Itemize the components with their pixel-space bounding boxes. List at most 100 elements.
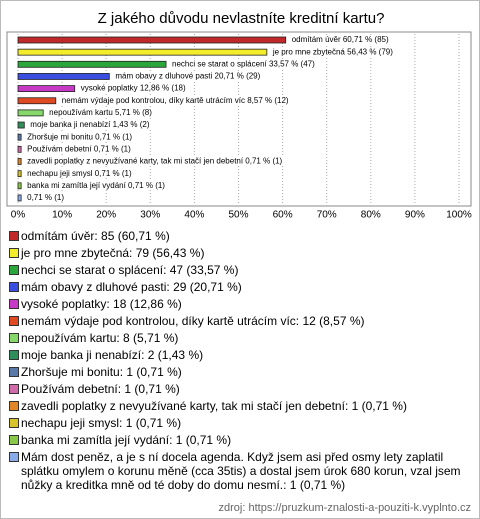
legend-swatch (9, 282, 19, 292)
bar (17, 36, 287, 44)
x-tick-label: 0% (11, 210, 26, 221)
bar (17, 121, 25, 129)
bar-label: Zhoršuje mi bonitu 0,71 % (1) (27, 132, 132, 141)
bar-label: nechci se starat o splácení 33,57 % (47) (172, 59, 315, 68)
label-background (26, 132, 134, 142)
legend-label: je pro mne zbytečná: 79 (56,43 %) (21, 246, 205, 260)
legend-label: vysoké poplatky: 18 (12,86 %) (21, 297, 182, 311)
legend-item: Mám dost peněz, a je s ní docela agenda.… (9, 450, 469, 492)
legend-item: nepoužívám kartu: 8 (5,71 %) (9, 331, 469, 345)
bar (17, 109, 44, 117)
source: zdroj: https://pruzkum-znalosti-a-pouzit… (218, 502, 471, 514)
label-background (60, 95, 290, 105)
legend-item: Používám debetní: 1 (0,71 %) (9, 382, 469, 396)
bar (17, 158, 22, 165)
legend-swatch (9, 367, 19, 377)
label-background (29, 120, 151, 130)
legend-item: vysoké poplatky: 18 (12,86 %) (9, 297, 469, 311)
legend-item: mám obavy z dluhové pasti: 29 (20,71 %) (9, 280, 469, 294)
bar-label: nemám výdaje pod kontrolou, díky kartě u… (62, 96, 289, 105)
bar (17, 194, 22, 202)
legend-label: banka mi zamítla její vydání: 1 (0,71 %) (21, 433, 232, 447)
legend-label: moje banka ji nenabízí: 2 (1,43 %) (21, 348, 204, 362)
bar-label: moje banka ji nenabízí 1,43 % (2) (30, 120, 150, 129)
x-tick-label: 80% (361, 210, 381, 221)
x-tick-label: 20% (96, 210, 116, 221)
legend-item: nechapu jeji smysl: 1 (0,71 %) (9, 416, 469, 430)
legend-swatch (9, 452, 19, 462)
legend-label: zavedli poplatky z nevyužívané karty, ta… (21, 399, 407, 413)
chart: Z jakého důvodu nevlastníte kreditní kar… (6, 10, 472, 221)
bar (17, 133, 22, 141)
bar-label: je pro mne zbytečná 56,43 % (79) (272, 47, 393, 56)
label-background (26, 144, 133, 154)
bar-label: nepoužívám kartu 5,71 % (8) (49, 108, 152, 117)
bar (17, 85, 76, 92)
label-background (270, 47, 395, 57)
legend-label: nechci se starat o splácení: 47 (33,57 %… (21, 263, 239, 277)
legend-item: moje banka ji nenabízí: 2 (1,43 %) (9, 348, 469, 362)
legend-label: nepoužívám kartu: 8 (5,71 %) (21, 331, 179, 345)
chart-title: Z jakého důvodu nevlastníte kreditní kar… (98, 10, 385, 27)
legend-swatch (9, 231, 19, 241)
label-background (26, 180, 167, 190)
bar (17, 145, 22, 153)
label-background (48, 108, 154, 118)
bar-label: 0,71 % (1) (27, 193, 64, 202)
legend-swatch (9, 350, 19, 360)
legend-swatch (9, 384, 19, 394)
bar (17, 97, 57, 105)
x-tick-label: 30% (140, 210, 160, 221)
bar-label: zavedli poplatky z nevyužívané karty, ta… (27, 157, 282, 166)
label-background (114, 71, 262, 81)
legend-label: Mám dost peněz, a je s ní docela agenda.… (21, 450, 461, 492)
legend-label: nechapu jeji smysl: 1 (0,71 %) (21, 416, 182, 430)
legend-swatch (9, 248, 19, 258)
label-background (290, 35, 391, 45)
legend: odmítám úvěr: 85 (60,71 %) je pro mne zby… (9, 229, 469, 495)
legend-item: odmítám úvěr: 85 (60,71 %) (9, 229, 469, 243)
legend-swatch (9, 316, 19, 326)
bar (17, 60, 167, 68)
legend-label: Zhoršuje mi bonitu: 1 (0,71 %) (21, 365, 182, 379)
bar (17, 73, 110, 80)
legend-item: banka mi zamítla její vydání: 1 (0,71 %) (9, 433, 469, 447)
label-background (26, 193, 66, 203)
bar-label: banka mi zamítla její vydání 0,71 % (1) (27, 181, 165, 190)
legend-label: odmítám úvěr: 85 (60,71 %) (21, 229, 170, 243)
legend-item: je pro mne zbytečná: 79 (56,43 %) (9, 246, 469, 260)
legend-item: nemám výdaje pod kontrolou, díky kartě u… (9, 314, 469, 328)
legend-swatch (9, 418, 19, 428)
label-background (26, 156, 284, 166)
bar-label: mám obavy z dluhové pasti 20,71 % (29) (115, 72, 260, 81)
x-tick-label: 50% (228, 210, 248, 221)
bar-label: odmítám úvěr 60,71 % (85) (292, 35, 389, 44)
legend-swatch (9, 265, 19, 275)
x-tick-label: 10% (52, 210, 72, 221)
label-background (26, 168, 133, 178)
bar (17, 170, 22, 178)
label-background (171, 59, 317, 69)
legend-item: Zhoršuje mi bonitu: 1 (0,71 %) (9, 365, 469, 379)
legend-item: zavedli poplatky z nevyužívané karty, ta… (9, 399, 469, 413)
legend-swatch (9, 333, 19, 343)
bar-label: vysoké poplatky 12,86 % (18) (81, 84, 186, 93)
x-tick-label: 70% (317, 210, 337, 221)
legend-swatch (9, 401, 19, 411)
x-tick-label: 40% (184, 210, 204, 221)
legend-swatch (9, 435, 19, 445)
legend-item: nechci se starat o splácení: 47 (33,57 %… (9, 263, 469, 277)
legend-label: Používám debetní: 1 (0,71 %) (21, 382, 180, 396)
x-tick-label: 90% (405, 210, 425, 221)
bar (17, 48, 268, 56)
legend-swatch (9, 299, 19, 309)
legend-label: nemám výdaje pod kontrolou, díky kartě u… (21, 314, 365, 328)
x-tick-label: 100% (446, 210, 472, 221)
bar-label: Používám debetní 0,71 % (1) (27, 144, 131, 153)
bar (17, 182, 22, 190)
label-background (79, 83, 187, 93)
plot-frame (6, 31, 472, 207)
x-tick-label: 60% (273, 210, 293, 221)
bar-label: nechapu jeji smysl 0,71 % (1) (27, 169, 132, 178)
